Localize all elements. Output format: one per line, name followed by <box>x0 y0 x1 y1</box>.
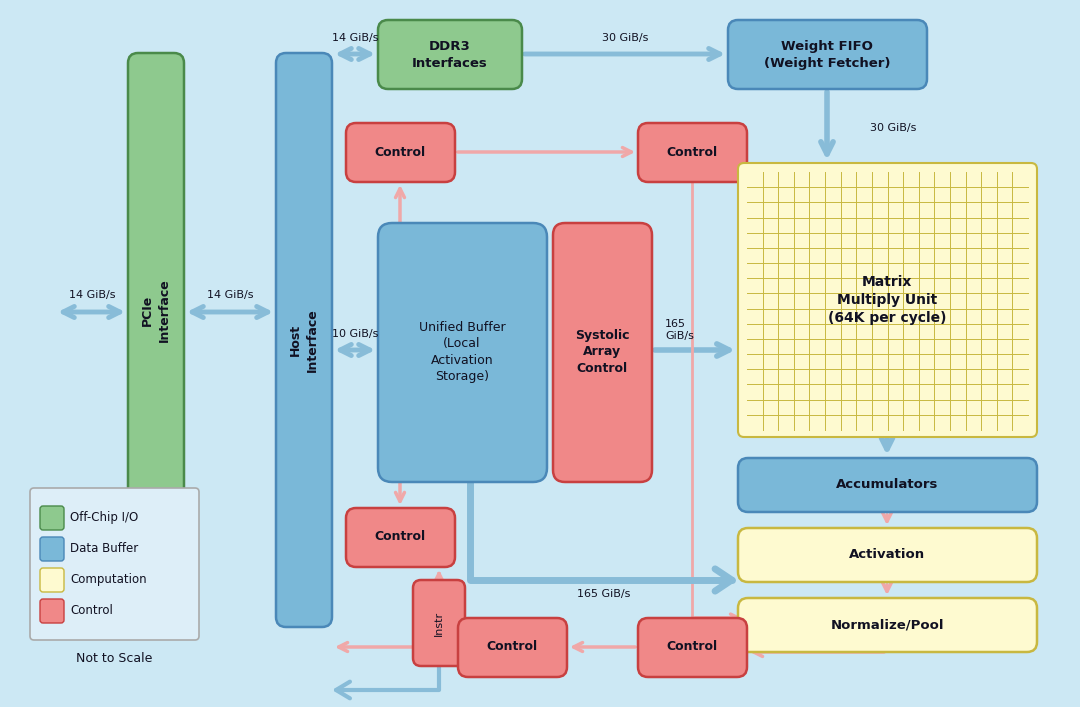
FancyBboxPatch shape <box>738 458 1037 512</box>
FancyBboxPatch shape <box>346 123 455 182</box>
Text: Control: Control <box>375 146 426 160</box>
FancyBboxPatch shape <box>728 20 927 89</box>
FancyArrowPatch shape <box>336 666 438 699</box>
Text: DDR3
Interfaces: DDR3 Interfaces <box>413 40 488 70</box>
Text: 14 GiB/s: 14 GiB/s <box>69 290 116 300</box>
FancyBboxPatch shape <box>413 580 465 666</box>
FancyBboxPatch shape <box>458 618 567 677</box>
FancyBboxPatch shape <box>638 618 747 677</box>
Text: Data Buffer: Data Buffer <box>70 542 138 556</box>
FancyBboxPatch shape <box>738 528 1037 582</box>
Text: 165
GiB/s: 165 GiB/s <box>665 319 693 341</box>
Text: Control: Control <box>375 530 426 544</box>
Text: Systolic
Array
Control: Systolic Array Control <box>575 329 630 375</box>
Text: Accumulators: Accumulators <box>836 479 939 491</box>
Text: Control: Control <box>486 641 538 653</box>
FancyBboxPatch shape <box>276 53 332 627</box>
FancyBboxPatch shape <box>553 223 652 482</box>
FancyBboxPatch shape <box>346 508 455 567</box>
FancyBboxPatch shape <box>738 163 1037 437</box>
FancyBboxPatch shape <box>738 598 1037 652</box>
Text: Activation: Activation <box>849 549 926 561</box>
Text: Not to Scale: Not to Scale <box>76 651 152 665</box>
Text: 30 GiB/s: 30 GiB/s <box>870 123 916 133</box>
Text: Control: Control <box>666 146 717 160</box>
Text: Instr: Instr <box>434 610 444 636</box>
Text: Off-Chip I/O: Off-Chip I/O <box>70 511 138 525</box>
Text: 30 GiB/s: 30 GiB/s <box>602 33 648 43</box>
FancyBboxPatch shape <box>129 53 184 567</box>
FancyBboxPatch shape <box>638 123 747 182</box>
Text: PCIe
Interface: PCIe Interface <box>141 278 171 342</box>
FancyBboxPatch shape <box>378 223 546 482</box>
FancyBboxPatch shape <box>378 20 522 89</box>
Text: Control: Control <box>70 604 113 617</box>
Text: Host
Interface: Host Interface <box>289 308 319 372</box>
FancyBboxPatch shape <box>40 599 64 623</box>
Text: 14 GiB/s: 14 GiB/s <box>206 290 253 300</box>
Text: Control: Control <box>666 641 717 653</box>
FancyBboxPatch shape <box>30 488 199 640</box>
FancyArrowPatch shape <box>470 482 732 591</box>
Text: Unified Buffer
(Local
Activation
Storage): Unified Buffer (Local Activation Storage… <box>419 321 505 383</box>
FancyBboxPatch shape <box>40 537 64 561</box>
Text: 165 GiB/s: 165 GiB/s <box>578 589 631 599</box>
FancyBboxPatch shape <box>40 568 64 592</box>
Text: Matrix
Multiply Unit
(64K per cycle): Matrix Multiply Unit (64K per cycle) <box>827 275 946 325</box>
FancyBboxPatch shape <box>40 506 64 530</box>
Text: Computation: Computation <box>70 573 147 587</box>
Text: Weight FIFO
(Weight Fetcher): Weight FIFO (Weight Fetcher) <box>764 40 890 70</box>
Text: Normalize/Pool: Normalize/Pool <box>831 619 944 631</box>
Text: 14 GiB/s: 14 GiB/s <box>332 33 378 43</box>
Text: 10 GiB/s: 10 GiB/s <box>332 329 378 339</box>
